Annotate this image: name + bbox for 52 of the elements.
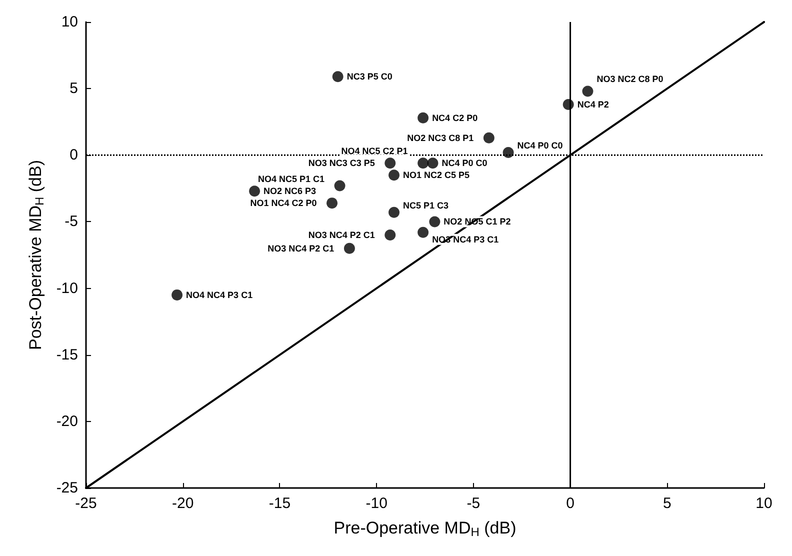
- point: [502, 146, 514, 158]
- point: [334, 180, 346, 192]
- annotation: NO3 NC4 P2 C1: [268, 243, 334, 254]
- annotation: NC4 C2 P0: [432, 112, 478, 123]
- point: [388, 170, 400, 181]
- y-tick-label: -20: [56, 412, 78, 430]
- annotation: NC4 P2: [577, 100, 609, 110]
- y-tick-label: -25: [56, 480, 78, 496]
- annotation: NO3 NC4 P2 C1: [308, 230, 375, 240]
- annotation: NC4 P0 C0: [442, 158, 488, 168]
- point: [582, 86, 594, 97]
- x-tick-label: 5: [662, 495, 672, 512]
- point: [418, 158, 429, 169]
- x-tick-label: 0: [566, 495, 574, 512]
- point: [562, 99, 574, 110]
- x-tick-label: -10: [366, 495, 388, 512]
- x-tick-label: 10: [756, 495, 772, 512]
- point: [418, 112, 429, 124]
- x-tick-label: -5: [466, 495, 480, 512]
- y-tick-label: -10: [56, 280, 78, 297]
- y-tick-label: 10: [61, 14, 78, 30]
- y-tick-label: -5: [64, 213, 78, 230]
- x-tick-label: -15: [268, 495, 291, 512]
- y-tick-label: 5: [70, 80, 78, 98]
- annotation: NO1 NC4 C2 P0: [250, 198, 317, 208]
- point: [483, 132, 494, 144]
- point: [418, 226, 429, 238]
- annotation: NC3 P5 C0: [346, 72, 392, 82]
- point: [344, 242, 355, 254]
- annotation: NO2 NC6 P3: [264, 186, 316, 196]
- point: [249, 186, 260, 197]
- x-tick-label: -20: [172, 495, 194, 512]
- y-tick-label: -15: [56, 346, 78, 364]
- annotation: NO3 NC3 C3 P5: [308, 158, 375, 168]
- point: [388, 206, 400, 218]
- annotation: NO3 NC2 C8 P0: [596, 74, 664, 84]
- point: [326, 198, 338, 209]
- annotation: NO4 NC5 C2 P1: [341, 146, 408, 156]
- point: [427, 158, 438, 169]
- point: [172, 289, 183, 300]
- annotation: NO4 NC4 P3 C1: [186, 290, 253, 300]
- annotation: NC4 P0 C0: [517, 140, 563, 150]
- point: [384, 230, 396, 241]
- point: [332, 71, 344, 82]
- y-tick-label: 0: [70, 146, 78, 164]
- point: [384, 158, 396, 169]
- annotation: NO4 NC5 P1 C1: [258, 174, 324, 184]
- y-axis-title: Post-Operative MDH (dB): [26, 160, 46, 350]
- annotation: NO1 NC2 C5 P5: [403, 170, 470, 180]
- annotation: NC5 P1 C3: [403, 200, 449, 210]
- point: [429, 216, 440, 228]
- annotation: NO2 NC3 C8 P1: [407, 132, 474, 143]
